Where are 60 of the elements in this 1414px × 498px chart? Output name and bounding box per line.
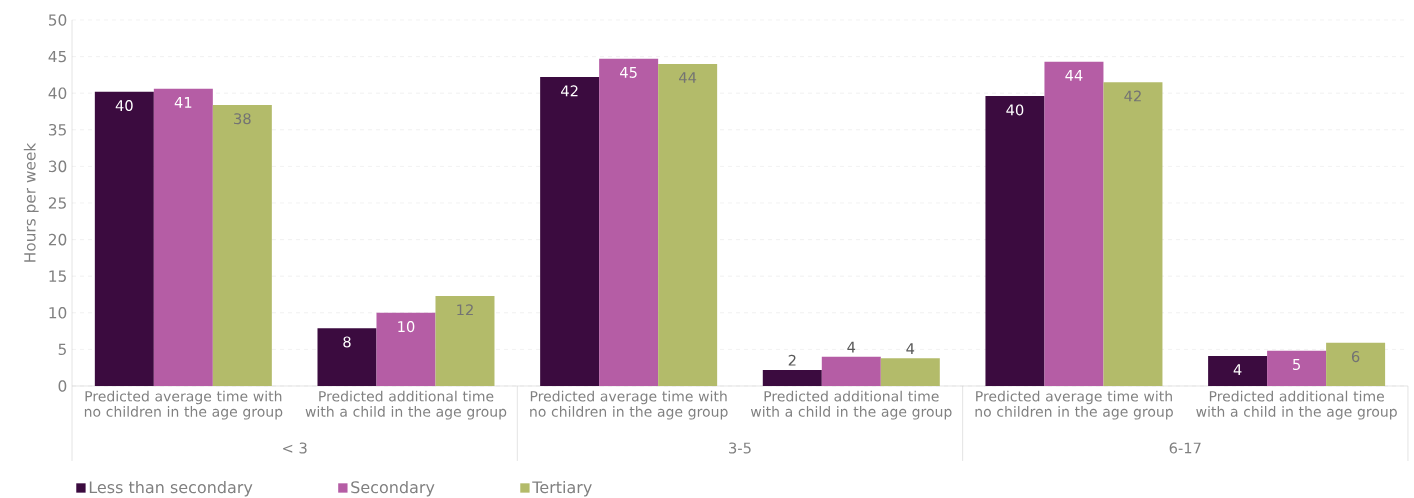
- y-axis-title: Hours per week: [23, 142, 39, 262]
- data-label: 4: [1233, 364, 1242, 375]
- bar: [1044, 61, 1104, 386]
- y-tick-label: 10: [49, 306, 67, 319]
- y-tick-label: 35: [48, 124, 66, 136]
- bar: [762, 369, 822, 386]
- bar: [599, 58, 659, 386]
- data-label: 10: [398, 321, 415, 333]
- y-tick-label: 20: [48, 233, 67, 246]
- data-label: 5: [1293, 359, 1300, 371]
- x-tick-label: Predicted additional time with a child in the age group: [305, 390, 507, 420]
- data-label: 44: [1065, 69, 1083, 81]
- data-label: 41: [174, 97, 192, 108]
- bar: [880, 358, 940, 386]
- text: 6-17: [1169, 442, 1201, 454]
- bar: [376, 312, 436, 386]
- data-label: 12: [457, 304, 473, 316]
- bar: [985, 96, 1045, 386]
- data-label: 2: [788, 354, 796, 366]
- data-label: 4: [847, 341, 856, 353]
- x-tick-label: Predicted average time with no children in the age group: [530, 390, 728, 420]
- y-tick-label: 40: [48, 87, 67, 99]
- text: < 3: [283, 442, 307, 454]
- bar: [1103, 82, 1163, 386]
- data-label: 44: [679, 72, 697, 83]
- x-tick-label: Predicted average time with no children in the age group: [84, 390, 283, 420]
- y-tick-label: 50: [48, 14, 67, 26]
- data-label: 4: [906, 343, 915, 354]
- x-tick-label: Predicted average time with no children in the age group: [975, 390, 1173, 420]
- bar: [1326, 342, 1386, 386]
- y-tick-label: 25: [48, 197, 66, 209]
- bar: [94, 91, 154, 386]
- data-label: 6: [1351, 351, 1360, 363]
- legend-label: Tertiary: [532, 480, 592, 497]
- x-tick-label: Predicted additional time with a child in the age group: [750, 390, 952, 420]
- data-label: 42: [1124, 90, 1141, 102]
- text: 3-5: [729, 442, 751, 454]
- data-label: 40: [115, 100, 133, 112]
- x-tick-label: Predicted additional time with a child in the age group: [1196, 390, 1397, 420]
- y-tick-label: 0: [58, 380, 67, 392]
- y-tick-label: 5: [58, 343, 66, 356]
- bar: [658, 63, 718, 386]
- data-label: 8: [343, 336, 351, 348]
- y-tick-label: 15: [49, 270, 66, 282]
- bar: [1208, 355, 1268, 386]
- bar: [212, 104, 272, 386]
- data-label: 40: [1006, 104, 1024, 116]
- y-tick-label: 45: [48, 50, 66, 63]
- y-tick-label: 30: [48, 160, 67, 173]
- bar: [153, 88, 213, 386]
- bar: [317, 328, 377, 386]
- data-label: 38: [234, 113, 251, 125]
- bar: [540, 77, 600, 386]
- data-label: 45: [620, 67, 637, 78]
- data-label: 42: [561, 85, 578, 97]
- legend-label: Secondary: [351, 480, 435, 497]
- bar: [435, 295, 495, 386]
- bar: [821, 356, 881, 386]
- legend-label: Less than secondary: [89, 480, 253, 497]
- bar: [1267, 350, 1327, 386]
